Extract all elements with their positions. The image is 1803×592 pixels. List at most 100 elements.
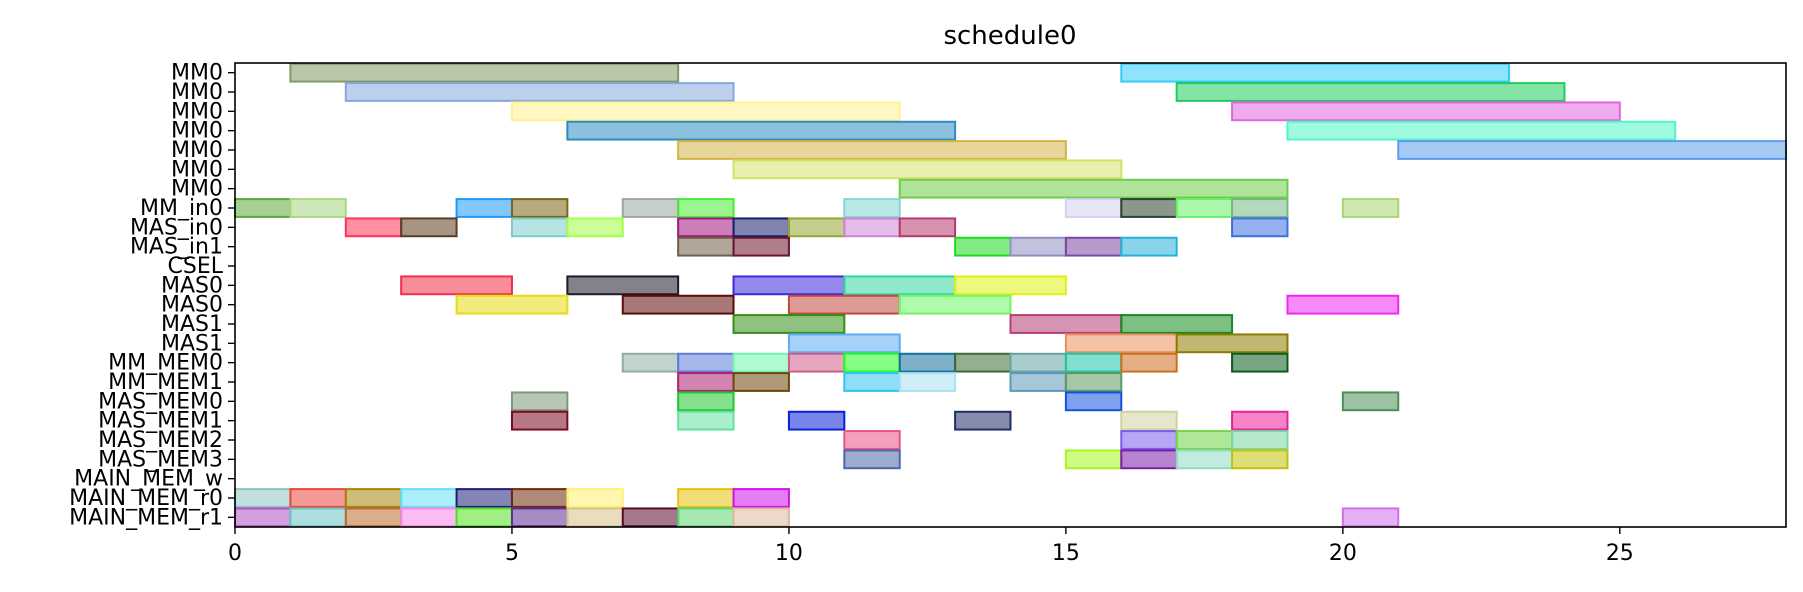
task-bar-77 bbox=[510, 410, 569, 431]
task-bar-98 bbox=[566, 488, 624, 508]
row-label: MM0 bbox=[171, 99, 223, 124]
row-label: MM0 bbox=[171, 138, 223, 163]
task-bar-63 bbox=[1009, 352, 1067, 373]
task-bar-12 bbox=[234, 198, 292, 218]
x-tick-label: 15 bbox=[1052, 541, 1080, 566]
task-bar-71 bbox=[1009, 372, 1067, 392]
task-bar-30 bbox=[787, 217, 846, 238]
task-bar-2 bbox=[344, 82, 735, 102]
task-bar-19 bbox=[1064, 198, 1123, 218]
task-bar-41 bbox=[566, 275, 680, 296]
task-bar-67 bbox=[677, 372, 735, 392]
task-bar-45 bbox=[455, 294, 569, 315]
task-bar-89 bbox=[1120, 449, 1178, 470]
row-label: MM0 bbox=[171, 177, 223, 202]
row-label: MAS_MEM2 bbox=[98, 428, 223, 453]
task-bar-87 bbox=[843, 449, 901, 470]
row-label: MAIN_MEM_w bbox=[74, 467, 223, 492]
task-bar-38 bbox=[1064, 236, 1123, 257]
chart-title: schedule0 bbox=[943, 21, 1076, 51]
x-tick-label: 0 bbox=[228, 541, 242, 566]
task-bar-48 bbox=[898, 294, 1012, 315]
task-bar-28 bbox=[677, 217, 735, 238]
plot-frame bbox=[234, 62, 1787, 528]
row-label: MAS_in0 bbox=[130, 215, 223, 240]
task-bar-33 bbox=[1231, 217, 1289, 238]
row-label: MM0 bbox=[171, 119, 223, 144]
task-bar-54 bbox=[1064, 333, 1178, 354]
task-bar-25 bbox=[400, 217, 458, 238]
task-bar-92 bbox=[234, 488, 292, 508]
task-bar-102 bbox=[289, 507, 347, 528]
row-label: MAIN_MEM_r1 bbox=[69, 505, 223, 530]
task-bar-101 bbox=[234, 507, 292, 528]
task-bar-20 bbox=[1120, 198, 1178, 218]
row-label: MM_in0 bbox=[140, 196, 223, 221]
task-bar-84 bbox=[1120, 430, 1178, 450]
task-bar-8 bbox=[677, 140, 1067, 160]
task-bar-88 bbox=[1064, 449, 1123, 470]
task-bar-43 bbox=[843, 275, 957, 296]
task-bar-81 bbox=[1120, 410, 1178, 431]
task-bar-97 bbox=[510, 488, 569, 508]
task-bar-1 bbox=[1120, 62, 1511, 83]
row-label: MM_MEM1 bbox=[108, 370, 223, 395]
row-label: MAS1 bbox=[161, 312, 223, 337]
row-label: MM0 bbox=[171, 61, 223, 86]
row-label: CSEL bbox=[168, 254, 224, 279]
task-bar-42 bbox=[732, 275, 846, 296]
task-bar-105 bbox=[455, 507, 513, 528]
task-bar-22 bbox=[1231, 198, 1289, 218]
task-bar-0 bbox=[289, 62, 680, 83]
task-bar-99 bbox=[677, 488, 735, 508]
task-bar-90 bbox=[1175, 449, 1234, 470]
task-bar-31 bbox=[843, 217, 901, 238]
task-bar-29 bbox=[732, 217, 790, 238]
task-bar-56 bbox=[621, 352, 680, 373]
x-tick-label: 5 bbox=[505, 541, 519, 566]
task-bar-94 bbox=[344, 488, 403, 508]
task-bar-24 bbox=[344, 217, 403, 238]
task-bar-75 bbox=[1064, 391, 1123, 412]
task-bar-46 bbox=[621, 294, 735, 315]
task-bar-13 bbox=[289, 198, 347, 218]
task-bar-70 bbox=[898, 372, 957, 392]
task-bar-80 bbox=[954, 410, 1012, 431]
task-bar-57 bbox=[677, 352, 735, 373]
task-bar-36 bbox=[954, 236, 1012, 257]
task-bar-14 bbox=[455, 198, 513, 218]
task-bar-44 bbox=[954, 275, 1067, 296]
task-bar-15 bbox=[510, 198, 569, 218]
task-bar-73 bbox=[510, 391, 569, 412]
task-bar-58 bbox=[732, 352, 790, 373]
task-bar-74 bbox=[677, 391, 735, 412]
task-bar-93 bbox=[289, 488, 347, 508]
task-bar-78 bbox=[677, 410, 735, 431]
row-label: MAS_in1 bbox=[130, 235, 223, 260]
task-bar-68 bbox=[732, 372, 790, 392]
task-bar-23 bbox=[1341, 198, 1400, 218]
task-bar-37 bbox=[1009, 236, 1067, 257]
x-tick-label: 10 bbox=[775, 541, 803, 566]
task-bar-52 bbox=[1120, 314, 1234, 334]
task-bar-85 bbox=[1175, 430, 1234, 450]
task-bar-35 bbox=[732, 236, 790, 257]
task-bar-107 bbox=[566, 507, 624, 528]
task-bar-6 bbox=[566, 120, 957, 141]
row-label: MAS_MEM3 bbox=[98, 447, 223, 472]
task-bar-79 bbox=[787, 410, 846, 431]
task-bar-61 bbox=[898, 352, 957, 373]
x-axis-ticks: 0 5 10 15 20 25 bbox=[228, 527, 1634, 566]
task-bar-47 bbox=[787, 294, 901, 315]
row-label: MM0 bbox=[171, 157, 223, 182]
task-bar-60 bbox=[843, 352, 901, 373]
task-bar-66 bbox=[1231, 352, 1289, 373]
row-label: MAS0 bbox=[161, 273, 223, 298]
x-tick-label: 25 bbox=[1606, 541, 1634, 566]
row-label: MM0 bbox=[171, 80, 223, 105]
row-label: MAS0 bbox=[161, 293, 223, 318]
task-bar-5 bbox=[1231, 101, 1621, 122]
task-bar-11 bbox=[898, 178, 1289, 199]
task-bar-40 bbox=[400, 275, 513, 296]
